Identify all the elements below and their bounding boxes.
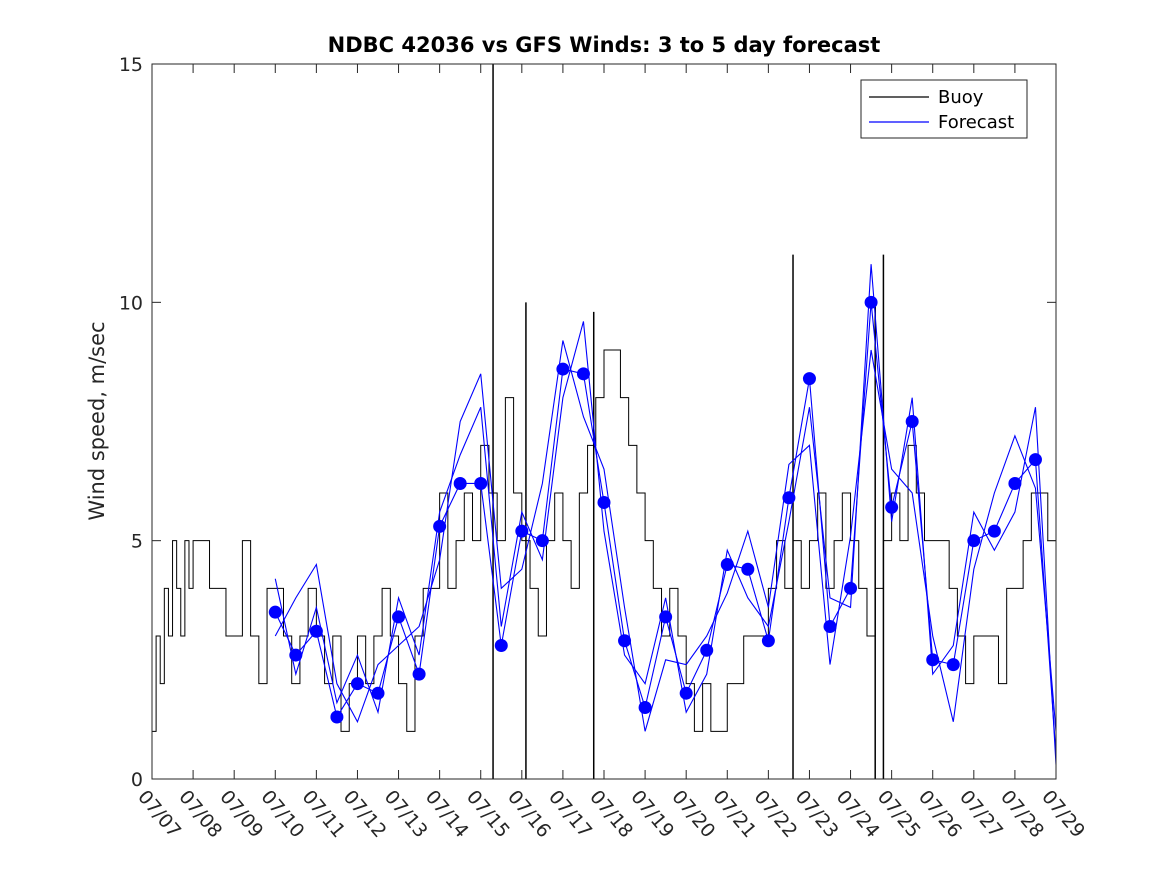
forecast-marker-21 [700, 643, 714, 657]
forecast-marker-6 [392, 610, 406, 624]
y-axis-label: Wind speed, m/sec [85, 321, 109, 520]
forecast-marker-14 [556, 362, 570, 376]
forecast-marker-37 [1028, 453, 1042, 467]
forecast-marker-16 [597, 496, 611, 510]
forecast-marker-20 [679, 686, 693, 700]
forecast-marker-17 [618, 634, 632, 648]
forecast-marker-24 [761, 634, 775, 648]
plot-area [152, 64, 1056, 779]
y-tick-label-2: 10 [119, 292, 143, 314]
legend-label-1: Forecast [938, 112, 1014, 133]
forecast-marker-9 [453, 476, 467, 490]
forecast-marker-7 [412, 667, 426, 681]
forecast-marker-10 [474, 476, 488, 490]
forecast-line-2 [274, 264, 1056, 765]
forecast-marker-19 [659, 610, 673, 624]
forecast-marker-15 [576, 367, 590, 381]
chart-title: NDBC 42036 vs GFS Winds: 3 to 5 day fore… [328, 33, 881, 57]
forecast-marker-12 [515, 524, 529, 538]
y-tick-label-1: 5 [131, 531, 143, 553]
forecast-marker-35 [987, 524, 1001, 538]
forecast-marker-23 [741, 562, 755, 576]
forecast-marker-33 [946, 658, 960, 672]
forecast-marker-36 [1008, 476, 1022, 490]
buoy-line [152, 349, 1056, 732]
forecast-marker-32 [926, 653, 940, 667]
forecast-marker-22 [720, 558, 734, 571]
forecast-marker-25 [782, 491, 796, 505]
forecast-marker-8 [433, 519, 447, 533]
y-tick-label-0: 0 [131, 769, 143, 791]
legend-label-0: Buoy [938, 87, 984, 108]
forecast-marker-11 [494, 639, 508, 653]
forecast-marker-5 [371, 686, 385, 700]
forecast-marker-0 [268, 605, 282, 619]
forecast-marker-18 [638, 701, 652, 714]
forecast-marker-28 [844, 581, 858, 595]
forecast-marker-26 [802, 372, 816, 386]
forecast-marker-3 [330, 710, 344, 724]
forecast-marker-4 [350, 677, 364, 691]
forecast-marker-30 [885, 500, 899, 514]
forecast-marker-34 [967, 534, 981, 548]
forecast-marker-2 [309, 624, 323, 638]
forecast-marker-13 [535, 534, 549, 548]
forecast-marker-27 [823, 619, 837, 633]
legend: Buoy Forecast [860, 79, 1028, 139]
forecast-marker-1 [289, 648, 303, 662]
forecast-marker-31 [905, 415, 919, 428]
forecast-marker-29 [864, 295, 878, 309]
legend-box [860, 79, 1028, 139]
y-tick-label-3: 15 [119, 54, 143, 76]
